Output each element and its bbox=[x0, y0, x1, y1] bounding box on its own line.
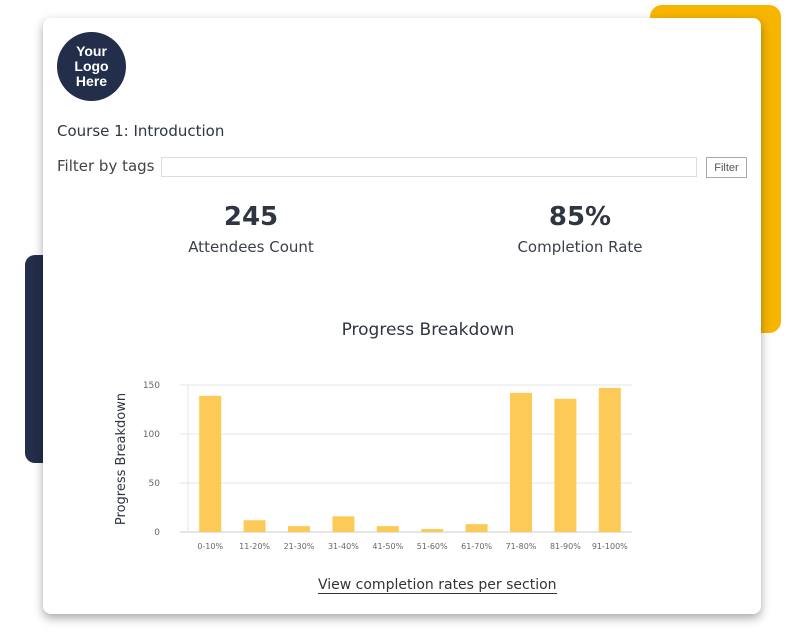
x-tick-label: 31-40% bbox=[328, 542, 359, 551]
bar bbox=[598, 387, 621, 532]
x-tick-label: 0-10% bbox=[197, 542, 223, 551]
x-tick-label: 21-30% bbox=[284, 542, 315, 551]
y-tick-label: 0 bbox=[154, 528, 160, 538]
completion-rate: 85% bbox=[548, 202, 612, 232]
x-tick-label: 71-80% bbox=[506, 542, 537, 551]
bar bbox=[243, 520, 266, 532]
y-tick-label: 50 bbox=[149, 479, 161, 489]
x-tick-label: 81-90% bbox=[550, 542, 581, 551]
logo: Your Logo Here bbox=[57, 32, 126, 101]
view-section-rates-link[interactable]: View completion rates per section bbox=[318, 577, 557, 594]
attendees-stat: 245 Attendees Count bbox=[131, 202, 371, 256]
bar bbox=[421, 529, 444, 532]
y-tick-label: 150 bbox=[143, 381, 160, 391]
bar bbox=[465, 524, 488, 532]
x-tick-label: 11-20% bbox=[239, 542, 270, 551]
tags-filter-input[interactable] bbox=[161, 157, 697, 177]
bar bbox=[199, 395, 222, 532]
bar bbox=[288, 526, 310, 532]
bar bbox=[554, 398, 577, 532]
bar bbox=[510, 392, 532, 532]
y-axis-label: Progress Breakdown bbox=[114, 393, 129, 525]
dashboard-card: Your Logo Here Course 1: Introduction Fi… bbox=[43, 18, 761, 614]
attendees-count: 245 bbox=[223, 202, 279, 232]
completion-stat: 85% Completion Rate bbox=[460, 202, 700, 256]
filter-label: Filter by tags bbox=[57, 157, 155, 175]
bar bbox=[332, 516, 355, 532]
filter-button[interactable]: Filter bbox=[706, 157, 747, 178]
course-title: Course 1: Introduction bbox=[57, 122, 225, 140]
completion-label: Completion Rate bbox=[517, 238, 643, 256]
x-tick-label: 61-70% bbox=[461, 542, 492, 551]
chart-title: Progress Breakdown bbox=[341, 320, 515, 340]
x-tick-label: 41-50% bbox=[372, 542, 403, 551]
x-tick-label: 91-100% bbox=[592, 542, 628, 551]
x-tick-label: 51-60% bbox=[417, 542, 448, 551]
attendees-label: Attendees Count bbox=[188, 238, 314, 256]
bar bbox=[376, 526, 399, 532]
y-tick-label: 100 bbox=[143, 430, 160, 440]
